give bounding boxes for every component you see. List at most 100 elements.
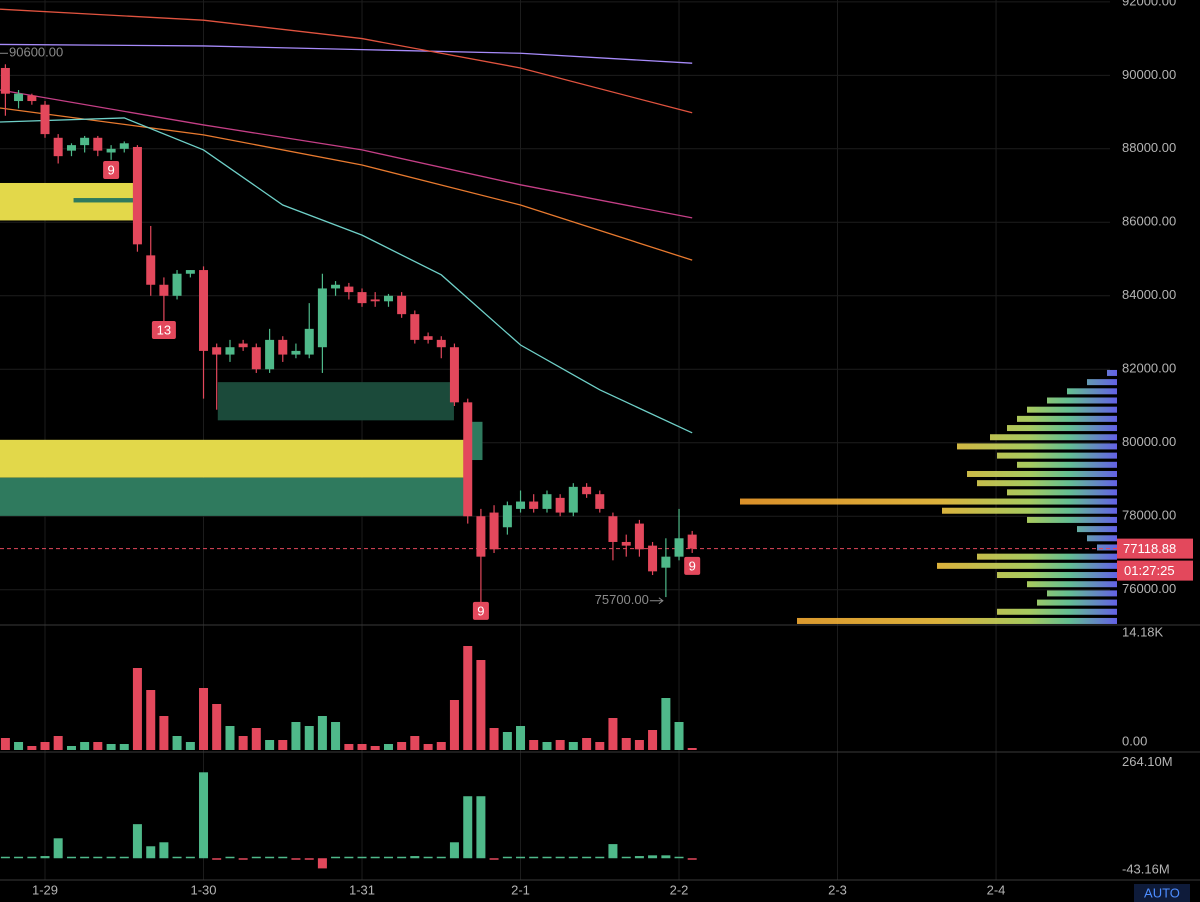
x-tick-label: 2-1 xyxy=(511,882,530,897)
candle-body xyxy=(146,255,156,285)
volume-bar xyxy=(344,744,354,750)
profile-bar xyxy=(977,480,1117,487)
auto-label: AUTO xyxy=(1144,885,1180,900)
volume-bar xyxy=(265,740,275,750)
candle-body xyxy=(582,486,592,495)
x-tick-label: 2-2 xyxy=(670,882,689,897)
candle-body xyxy=(0,67,10,94)
volume-bar xyxy=(397,742,407,750)
candle-body xyxy=(397,295,407,315)
profile-bar xyxy=(1107,369,1117,376)
indicator-bar xyxy=(146,846,156,859)
indicator-bar xyxy=(529,856,539,859)
volume-bar xyxy=(93,742,103,750)
indicator-bar xyxy=(317,858,327,869)
profile-bar xyxy=(1097,544,1117,551)
indicator-bar xyxy=(159,842,169,859)
indicator-bar xyxy=(238,858,248,860)
indicator-bar xyxy=(436,856,446,859)
indicator-bar xyxy=(80,856,90,859)
profile-bar xyxy=(740,498,1117,505)
indicator-bar xyxy=(370,856,380,859)
volume-bar xyxy=(0,738,10,750)
indicator-bar xyxy=(278,856,288,859)
y-tick-label: 76000.00 xyxy=(1122,581,1176,596)
candle-body xyxy=(27,95,37,102)
candle-body xyxy=(463,402,473,517)
low-label: 75700.00 xyxy=(595,592,649,607)
zone xyxy=(73,198,133,203)
volume-bar xyxy=(185,742,195,750)
volume-bar xyxy=(304,726,314,750)
volume-bar xyxy=(66,746,76,750)
volume-bar xyxy=(80,742,90,750)
zone xyxy=(0,439,464,478)
indicator-bar xyxy=(383,856,393,859)
volume-bar xyxy=(502,732,512,750)
indicator-bar xyxy=(476,796,486,859)
volume-bar xyxy=(146,690,156,750)
candle-body xyxy=(212,347,222,355)
volume-bar xyxy=(568,742,578,750)
candle-body xyxy=(119,143,129,149)
volume-bar xyxy=(40,742,50,750)
candle-body xyxy=(476,516,486,557)
volume-bar xyxy=(370,746,380,750)
indicator-bar xyxy=(489,858,499,860)
indicator-bar xyxy=(661,855,671,859)
candle-body xyxy=(14,93,24,102)
countdown-label: 01:27:25 xyxy=(1124,563,1175,578)
y-tick-label: 92000.00 xyxy=(1122,0,1176,8)
indicator-bar xyxy=(568,856,578,859)
profile-bar xyxy=(1047,397,1117,404)
candle-body xyxy=(265,339,275,370)
candle-body xyxy=(529,501,539,509)
volume-bar xyxy=(463,646,473,750)
y-tick-label: 80000.00 xyxy=(1122,434,1176,449)
candle-body xyxy=(608,516,618,542)
ma-line xyxy=(0,43,693,64)
candle-body xyxy=(423,336,433,340)
low-label-arrow xyxy=(649,597,664,605)
volume-bar xyxy=(106,744,116,750)
profile-bar xyxy=(1047,590,1117,597)
volume-bar xyxy=(489,728,499,750)
volume-bar xyxy=(317,716,327,750)
y-tick-label: 86000.00 xyxy=(1122,214,1176,229)
candle-body xyxy=(185,270,195,274)
ma-line xyxy=(0,117,693,434)
marker-box xyxy=(472,601,489,620)
profile-bar xyxy=(1017,415,1117,422)
candle-body xyxy=(674,538,684,557)
profile-bar xyxy=(1037,599,1117,606)
candle-body xyxy=(687,534,697,549)
candle-body xyxy=(502,505,512,528)
candle-body xyxy=(132,146,142,245)
volume-bar xyxy=(238,736,248,750)
candle-body xyxy=(106,148,116,153)
volume-tick-label: 14.18K xyxy=(1122,624,1164,639)
indicator-bar xyxy=(199,772,209,859)
candle-body xyxy=(225,347,235,355)
candle-body xyxy=(370,299,380,302)
candle-body xyxy=(383,295,393,302)
volume-bar xyxy=(331,722,341,750)
indicator-bar xyxy=(357,856,367,859)
indicator-bar xyxy=(304,858,314,860)
candle-body xyxy=(410,314,420,340)
zone xyxy=(217,382,454,421)
volume-bar xyxy=(225,726,235,750)
profile-bar xyxy=(1027,406,1117,413)
candle-body xyxy=(357,292,367,304)
profile-bar xyxy=(1087,379,1117,386)
candle-body xyxy=(436,339,446,348)
indicator-bar xyxy=(397,856,407,859)
indicator-bar xyxy=(423,856,433,859)
indicator-bar xyxy=(66,856,76,859)
volume-bar xyxy=(436,742,446,750)
indicator-bar xyxy=(331,856,341,859)
profile-bar xyxy=(1007,425,1117,432)
volume-bar xyxy=(687,748,697,750)
volume-bar xyxy=(595,742,605,750)
